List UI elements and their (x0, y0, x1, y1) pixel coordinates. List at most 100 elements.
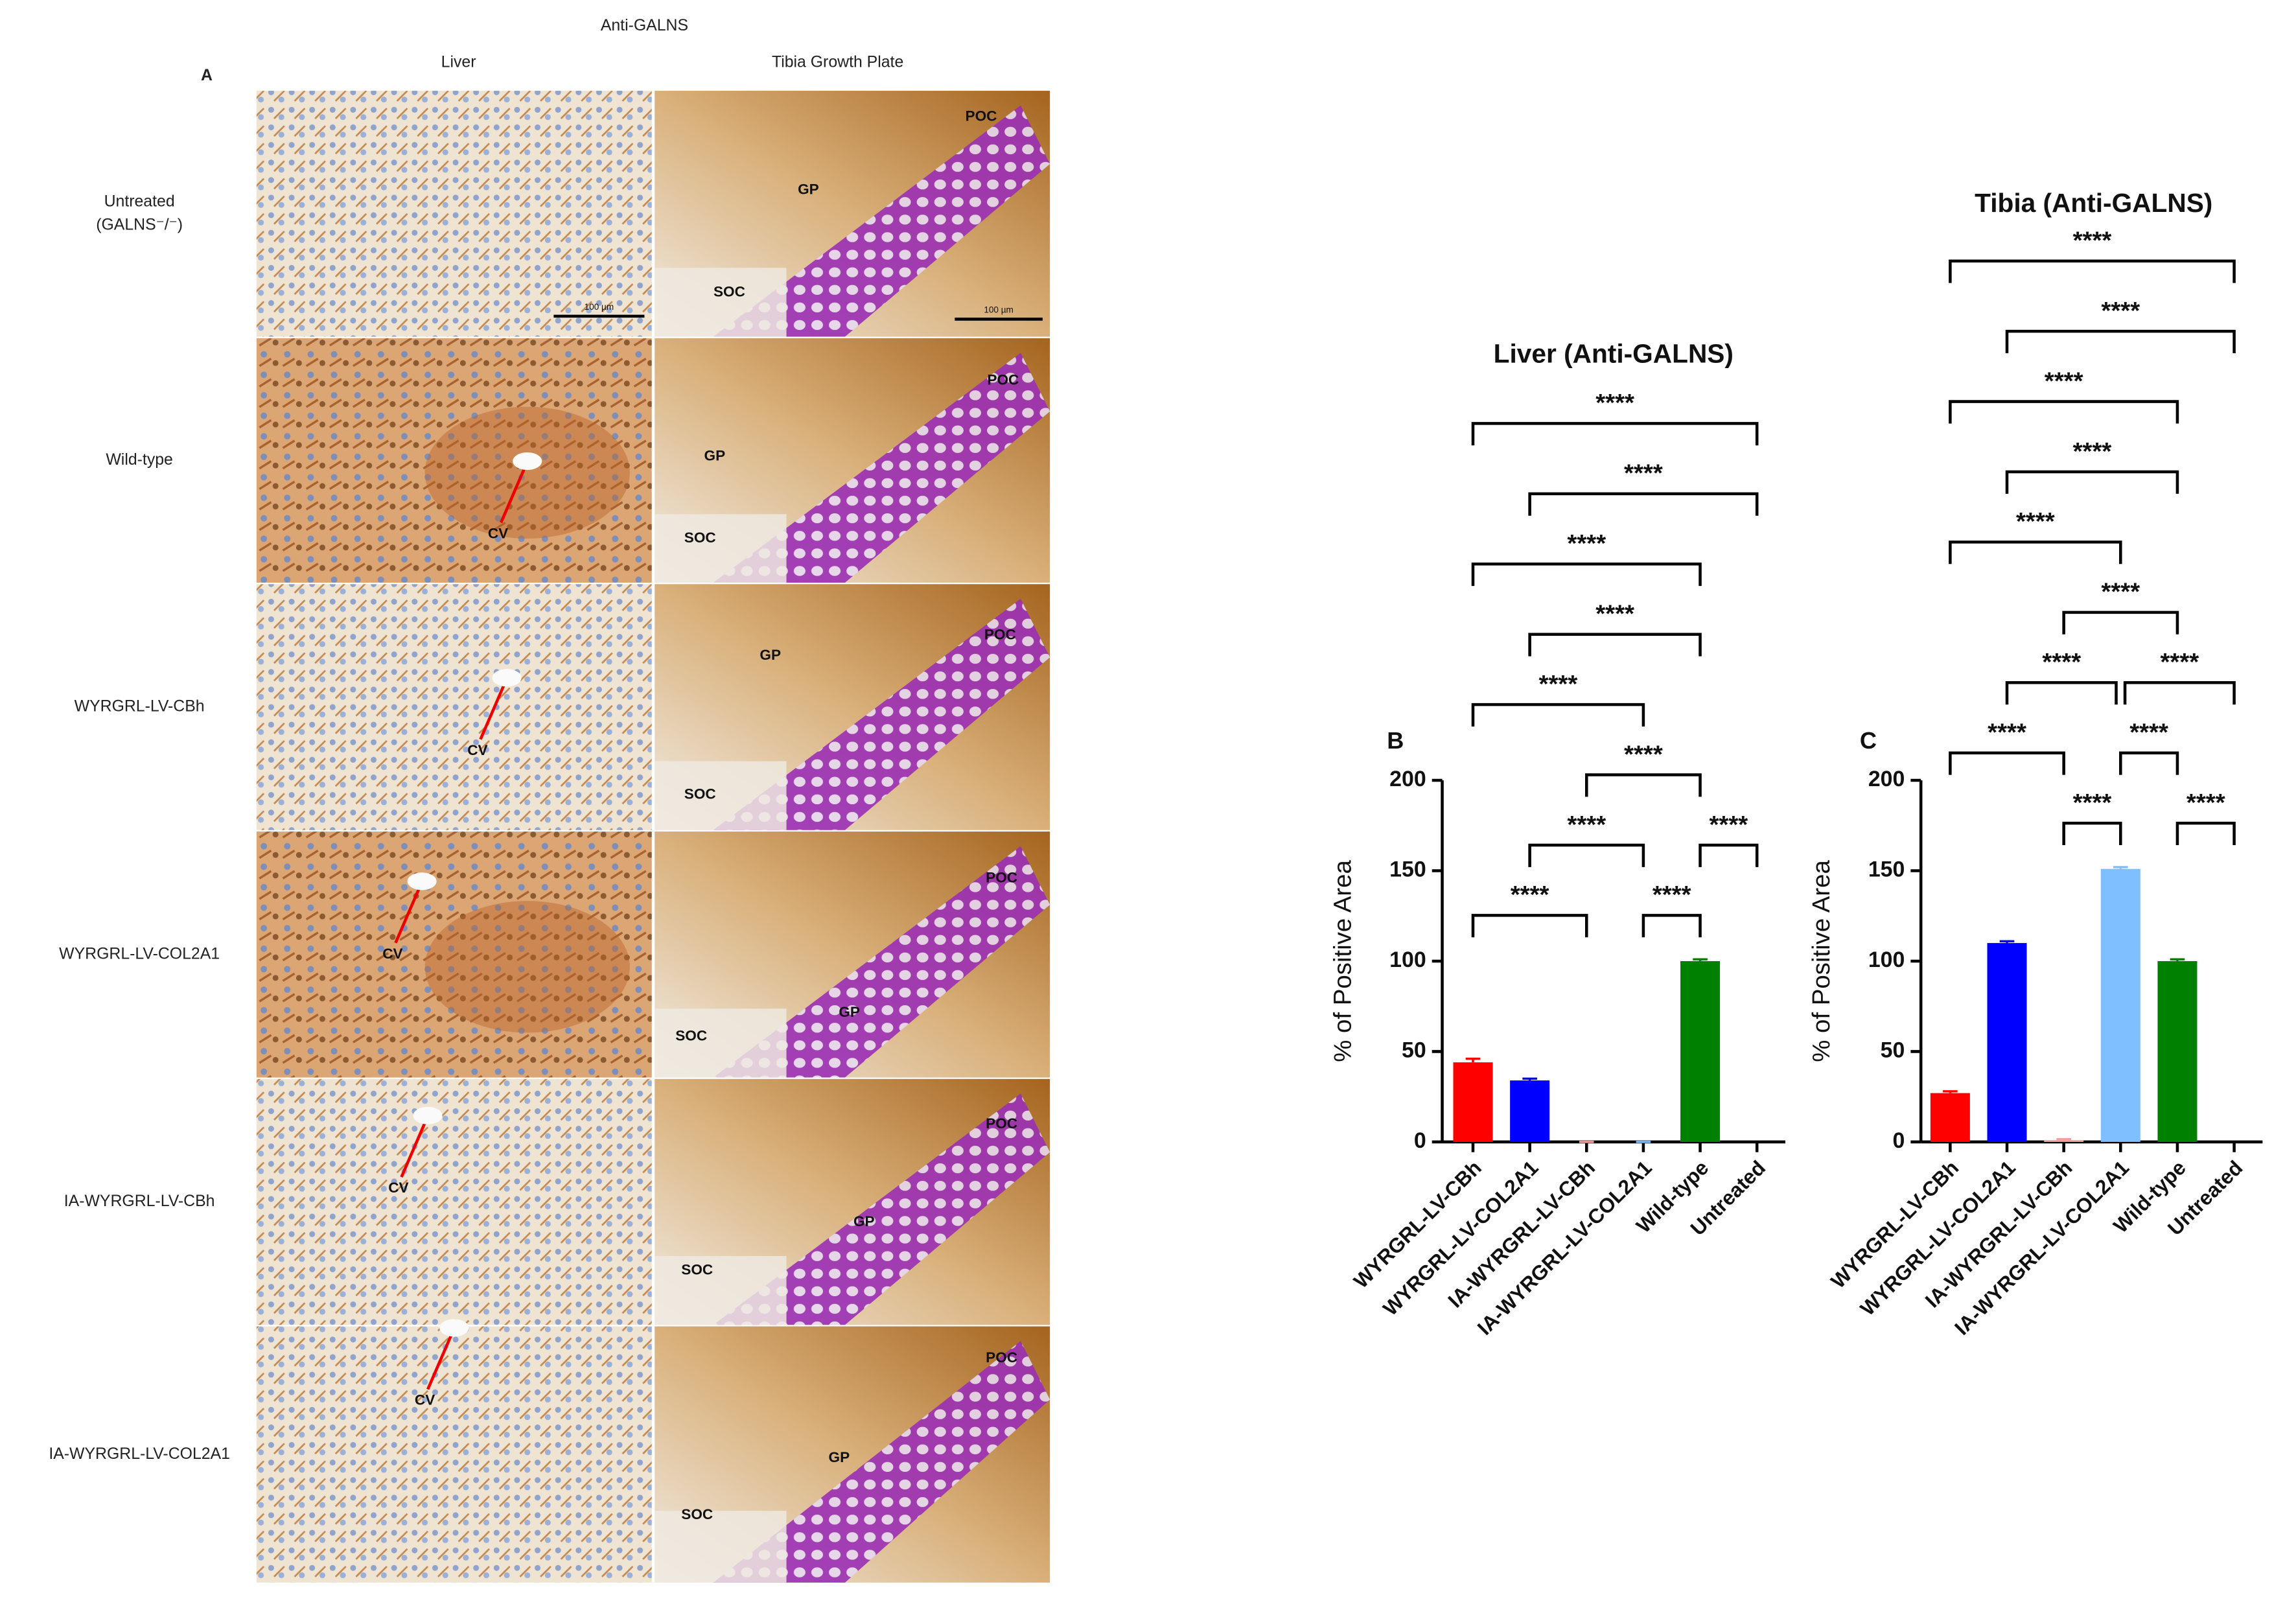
region-label: SOC (681, 1262, 713, 1278)
row-label: Wild-type (106, 451, 172, 469)
panel-letter: A (201, 67, 213, 84)
significance-bracket (2175, 821, 2236, 846)
significance-label: **** (1624, 740, 1663, 768)
significance-label: **** (1595, 599, 1634, 627)
bar (1680, 960, 1721, 1142)
significance-label: **** (1595, 389, 1634, 417)
y-tick-label: 200 (1868, 767, 1905, 791)
liver-micrograph (256, 1078, 652, 1325)
significance-label: **** (2101, 297, 2140, 325)
bar (1453, 1062, 1493, 1142)
bar (2100, 868, 2140, 1142)
significance-bracket (2119, 751, 2179, 775)
region-label: SOC (681, 1506, 713, 1522)
significance-label: **** (2160, 648, 2199, 676)
region-label: SOC (713, 284, 745, 300)
column-label: Tibia Growth Plate (772, 54, 903, 71)
significance-bracket (1585, 773, 1702, 797)
bar (1510, 1080, 1550, 1142)
y-axis-label: % of Positive Area (1328, 860, 1356, 1062)
bar (1930, 1093, 1970, 1142)
row-label: (GALNS⁻/⁻) (96, 216, 183, 233)
y-tick-label: 100 (1389, 948, 1426, 972)
scale-label: 100 µm (984, 305, 1013, 314)
row-label: Untreated (104, 192, 175, 210)
significance-bracket (2005, 681, 2118, 705)
bar (2044, 1140, 2084, 1142)
significance-label: **** (1567, 811, 1606, 839)
chart-title: Liver (Anti-GALNS) (1494, 339, 1734, 369)
y-tick-label: 100 (1868, 948, 1905, 972)
significance-bracket (1528, 843, 1645, 867)
growth-plate (713, 598, 1050, 830)
significance-bracket (2062, 611, 2179, 634)
significance-label: **** (2073, 789, 2112, 817)
significance-label: **** (2042, 648, 2081, 676)
growth-plate (713, 1341, 1050, 1583)
growth-plate (713, 353, 1050, 583)
y-tick-label: 150 (1868, 857, 1905, 881)
significance-bracket (2005, 470, 2179, 494)
significance-label: **** (2186, 789, 2225, 817)
significance-label: **** (2129, 718, 2168, 746)
bar (2157, 960, 2197, 1142)
cv-label: CV (388, 1180, 408, 1196)
significance-label: **** (1652, 881, 1691, 909)
significance-bracket (1471, 703, 1645, 727)
cv-label: CV (488, 525, 508, 541)
region-label: GP (853, 1213, 875, 1229)
cv-label: CV (415, 1392, 435, 1408)
central-vein (413, 1106, 443, 1124)
liver-micrograph (256, 91, 652, 337)
y-tick-label: 0 (1893, 1128, 1905, 1153)
significance-bracket (2005, 329, 2236, 354)
tibia-lower (655, 761, 787, 830)
significance-label: **** (1511, 881, 1549, 909)
region-label: SOC (684, 530, 716, 546)
y-tick-label: 0 (1414, 1128, 1426, 1153)
row-label: IA-WYRGRL-LV-CBh (64, 1193, 215, 1210)
significance-label: **** (1988, 718, 2026, 746)
region-label: SOC (684, 786, 716, 802)
chart-title: Tibia (Anti-GALNS) (1975, 188, 2212, 218)
tibia-lower (655, 1008, 787, 1078)
cv-arrow (426, 1334, 453, 1390)
cv-arrow (499, 467, 526, 524)
central-vein (513, 452, 542, 471)
tibia-lower (655, 268, 787, 337)
y-axis-label: % of Positive Area (1807, 860, 1835, 1062)
region-label: GP (798, 181, 819, 198)
significance-label: **** (2101, 578, 2140, 606)
liver-micrograph (256, 584, 652, 830)
central-vein (492, 669, 522, 687)
central-vein (439, 1319, 469, 1337)
significance-label: **** (2073, 226, 2112, 254)
y-tick-label: 50 (1881, 1038, 1905, 1062)
significance-bracket (2123, 681, 2236, 705)
growth-plate (713, 1093, 1050, 1325)
cv-arrow (479, 684, 505, 740)
significance-bracket (1699, 843, 1759, 867)
panel-letter: C (1860, 727, 1877, 754)
liver-micrograph (256, 338, 652, 583)
stain-patch (424, 406, 630, 539)
significance-label: **** (1624, 460, 1663, 487)
significance-bracket (1949, 751, 2065, 775)
significance-label: **** (2016, 507, 2055, 535)
region-label: POC (986, 869, 1017, 885)
significance-label: **** (1567, 530, 1606, 557)
row-label: WYRGRL-LV-CBh (75, 698, 205, 716)
cv-label: CV (467, 742, 487, 758)
significance-bracket (1528, 492, 1759, 516)
row-label: IA-WYRGRL-LV-COL2A1 (49, 1445, 230, 1463)
growth-plate (713, 846, 1050, 1078)
central-vein (407, 872, 437, 890)
region-label: GP (839, 1004, 860, 1020)
micrograph-grid: Untreated (GALNS⁻/⁻) 100 µm POC GP SOC 100 µm W… (49, 91, 1050, 1583)
bar (1987, 943, 2027, 1142)
region-label: GP (760, 647, 781, 663)
tibia-lower (655, 514, 787, 583)
liver-micrograph (256, 1326, 652, 1583)
y-tick-label: 50 (1402, 1038, 1426, 1062)
